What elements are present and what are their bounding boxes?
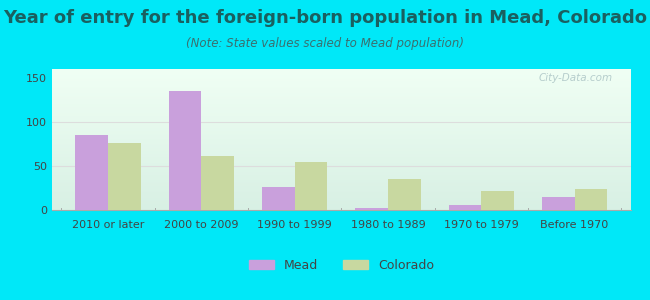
Bar [575,189,607,210]
Bar [108,143,140,210]
Bar [75,135,108,210]
Bar [168,91,202,210]
Text: Year of entry for the foreign-born population in Mead, Colorado: Year of entry for the foreign-born popul… [3,9,647,27]
Bar [356,208,388,210]
Bar [202,156,234,210]
Bar [388,179,421,210]
Text: (Note: State values scaled to Mead population): (Note: State values scaled to Mead popul… [186,38,464,50]
Legend: Mead, Colorado: Mead, Colorado [244,254,439,277]
Bar [448,205,481,210]
Bar [262,187,294,210]
Bar [481,191,514,210]
Text: City-Data.com: City-Data.com [539,73,613,83]
Bar [294,162,327,210]
Bar [542,197,575,210]
